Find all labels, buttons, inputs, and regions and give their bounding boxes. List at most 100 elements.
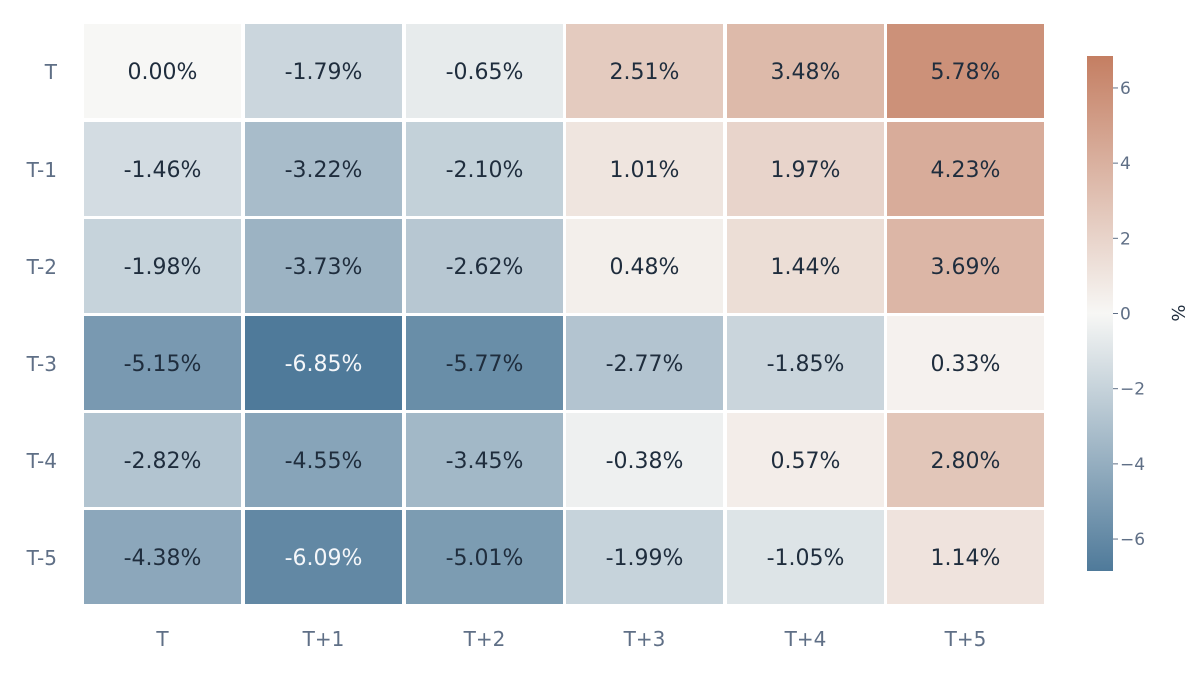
heatmap-cell-label: -5.77% — [446, 352, 524, 377]
heatmap-cell: 4.23% — [887, 122, 1044, 216]
heatmap-cell-label: 1.01% — [610, 158, 680, 183]
heatmap-cell: 3.48% — [727, 24, 884, 118]
x-tick-label: T+1 — [302, 627, 345, 651]
heatmap-cell-rect — [84, 510, 241, 604]
heatmap-cell-label: 1.97% — [771, 158, 841, 183]
heatmap-cell-label: -5.15% — [124, 352, 202, 377]
colorbar: % −6 −4 −2 0 2 4 6 — [1087, 56, 1188, 571]
x-tick-label: T+3 — [623, 627, 666, 651]
heatmap-cell-rect — [245, 24, 402, 118]
heatmap-cell-rect — [727, 510, 884, 604]
x-tick-label: T+4 — [784, 627, 827, 651]
y-tick-label: T-2 — [26, 255, 57, 279]
heatmap-cell: -2.10% — [406, 122, 563, 216]
heatmap-cell-label: -2.62% — [446, 255, 524, 280]
heatmap-cell-label: 3.48% — [771, 60, 841, 85]
heatmap-cell-label: -2.10% — [446, 158, 524, 183]
heatmap-cell-label: 5.78% — [931, 60, 1001, 85]
heatmap-cell: -4.38% — [84, 510, 241, 604]
heatmap-cell-label: -1.05% — [767, 546, 845, 571]
heatmap-cell-rect — [84, 413, 241, 507]
heatmap-cell: -1.79% — [245, 24, 402, 118]
heatmap-cell-rect — [245, 510, 402, 604]
heatmap-cell-rect — [727, 316, 884, 410]
colorbar-title: % — [1167, 304, 1188, 321]
heatmap-cell-label: 1.14% — [931, 546, 1001, 571]
colorbar-tick-label: 2 — [1120, 229, 1131, 249]
heatmap-cell-label: 2.51% — [610, 60, 680, 85]
heatmap-cell: -5.15% — [84, 316, 241, 410]
heatmap-cell: -1.99% — [566, 510, 723, 604]
colorbar-gradient — [1087, 56, 1113, 571]
heatmap-cell-label: -3.22% — [285, 158, 363, 183]
heatmap-cell: 5.78% — [887, 24, 1044, 118]
heatmap-cell-rect — [406, 24, 563, 118]
heatmap-cell-rect — [406, 219, 563, 313]
heatmap-cell: -6.09% — [245, 510, 402, 604]
heatmap-cell-rect — [84, 316, 241, 410]
heatmap-cell: 2.51% — [566, 24, 723, 118]
heatmap-cell-rect — [887, 510, 1044, 604]
heatmap-cell-rect — [727, 122, 884, 216]
heatmap-cell-rect — [84, 219, 241, 313]
colorbar-tick-label: −4 — [1120, 455, 1145, 475]
heatmap-cell: -6.85% — [245, 316, 402, 410]
y-tick-label: T-3 — [26, 352, 57, 376]
heatmap-cell: -0.65% — [406, 24, 563, 118]
heatmap-cell-label: -6.85% — [285, 352, 363, 377]
heatmap-cell-label: -2.77% — [606, 352, 684, 377]
heatmap-cell: -1.85% — [727, 316, 884, 410]
heatmap-cell-rect — [406, 510, 563, 604]
x-tick-label: T+5 — [944, 627, 987, 651]
heatmap-cell-rect — [566, 316, 723, 410]
heatmap-cell: -3.45% — [406, 413, 563, 507]
heatmap-cell-label: 3.69% — [931, 255, 1001, 280]
heatmap-cell-label: -5.01% — [446, 546, 524, 571]
heatmap-cell: 0.33% — [887, 316, 1044, 410]
heatmap-cell-label: -1.85% — [767, 352, 845, 377]
y-tick-label: T — [44, 60, 58, 84]
colorbar-tick-label: 6 — [1120, 79, 1131, 99]
heatmap-cell: 1.97% — [727, 122, 884, 216]
x-tick-label: T — [155, 627, 169, 651]
heatmap-cell-rect — [84, 122, 241, 216]
heatmap-cell: -2.82% — [84, 413, 241, 507]
heatmap-cell: -2.62% — [406, 219, 563, 313]
heatmap-cell-label: -6.09% — [285, 546, 363, 571]
heatmap-cell-rect — [887, 219, 1044, 313]
heatmap-cell-rect — [84, 24, 241, 118]
y-tick-label: T-5 — [26, 546, 57, 570]
heatmap-cell-rect — [887, 413, 1044, 507]
heatmap-cell-label: -3.73% — [285, 255, 363, 280]
heatmap-cell: 3.69% — [887, 219, 1044, 313]
heatmap-cell-label: -0.65% — [446, 60, 524, 85]
heatmap-cell: -4.55% — [245, 413, 402, 507]
heatmap-cell-label: 4.23% — [931, 158, 1001, 183]
heatmap-cell-rect — [566, 24, 723, 118]
heatmap-cell: -1.46% — [84, 122, 241, 216]
heatmap-cell-rect — [245, 219, 402, 313]
heatmap-cell: -1.98% — [84, 219, 241, 313]
heatmap-cell-label: -4.38% — [124, 546, 202, 571]
heatmap-cell-label: 0.57% — [771, 449, 841, 474]
colorbar-tick-label: −6 — [1120, 530, 1145, 550]
heatmap-cell: 0.00% — [84, 24, 241, 118]
heatmap-cell: -1.05% — [727, 510, 884, 604]
heatmap-cell: -3.22% — [245, 122, 402, 216]
heatmap-cell-label: -2.82% — [124, 449, 202, 474]
heatmap-cell-rect — [887, 316, 1044, 410]
heatmap-cell-rect — [566, 122, 723, 216]
heatmap-cell-rect — [406, 413, 563, 507]
heatmap-cell-label: -1.99% — [606, 546, 684, 571]
heatmap-cell-rect — [727, 413, 884, 507]
x-axis: T T+1 T+2 T+3 T+4 T+5 — [155, 627, 986, 651]
heatmap-cell-rect — [245, 413, 402, 507]
heatmap-cell: -2.77% — [566, 316, 723, 410]
heatmap-cells: 0.00% -1.79% -0.65% 2.51% 3.48% 5.78% -1.46% -3… — [84, 24, 1044, 604]
heatmap-cell: 0.57% — [727, 413, 884, 507]
heatmap-cell: 1.14% — [887, 510, 1044, 604]
heatmap-cell-rect — [887, 122, 1044, 216]
heatmap-cell-rect — [406, 122, 563, 216]
